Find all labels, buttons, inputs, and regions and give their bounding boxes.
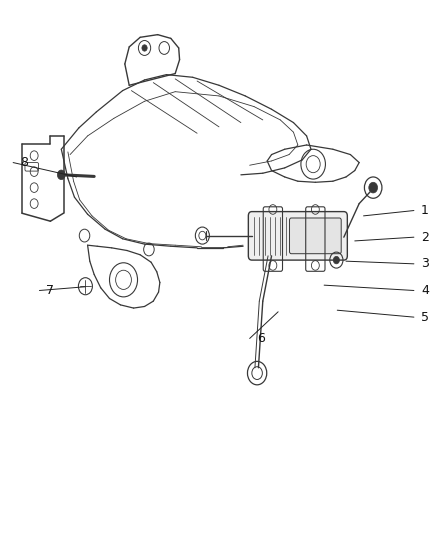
Text: 6: 6 [257, 332, 265, 345]
Text: 3: 3 [421, 257, 429, 270]
FancyBboxPatch shape [290, 218, 341, 254]
Text: 4: 4 [421, 284, 429, 297]
Text: 8: 8 [20, 156, 28, 169]
Text: 2: 2 [421, 231, 429, 244]
FancyBboxPatch shape [248, 212, 347, 260]
Circle shape [142, 45, 147, 51]
Circle shape [369, 182, 378, 193]
Text: 1: 1 [421, 204, 429, 217]
Text: 7: 7 [46, 284, 54, 297]
Circle shape [333, 256, 339, 264]
Circle shape [57, 170, 65, 180]
Text: 5: 5 [421, 311, 429, 324]
